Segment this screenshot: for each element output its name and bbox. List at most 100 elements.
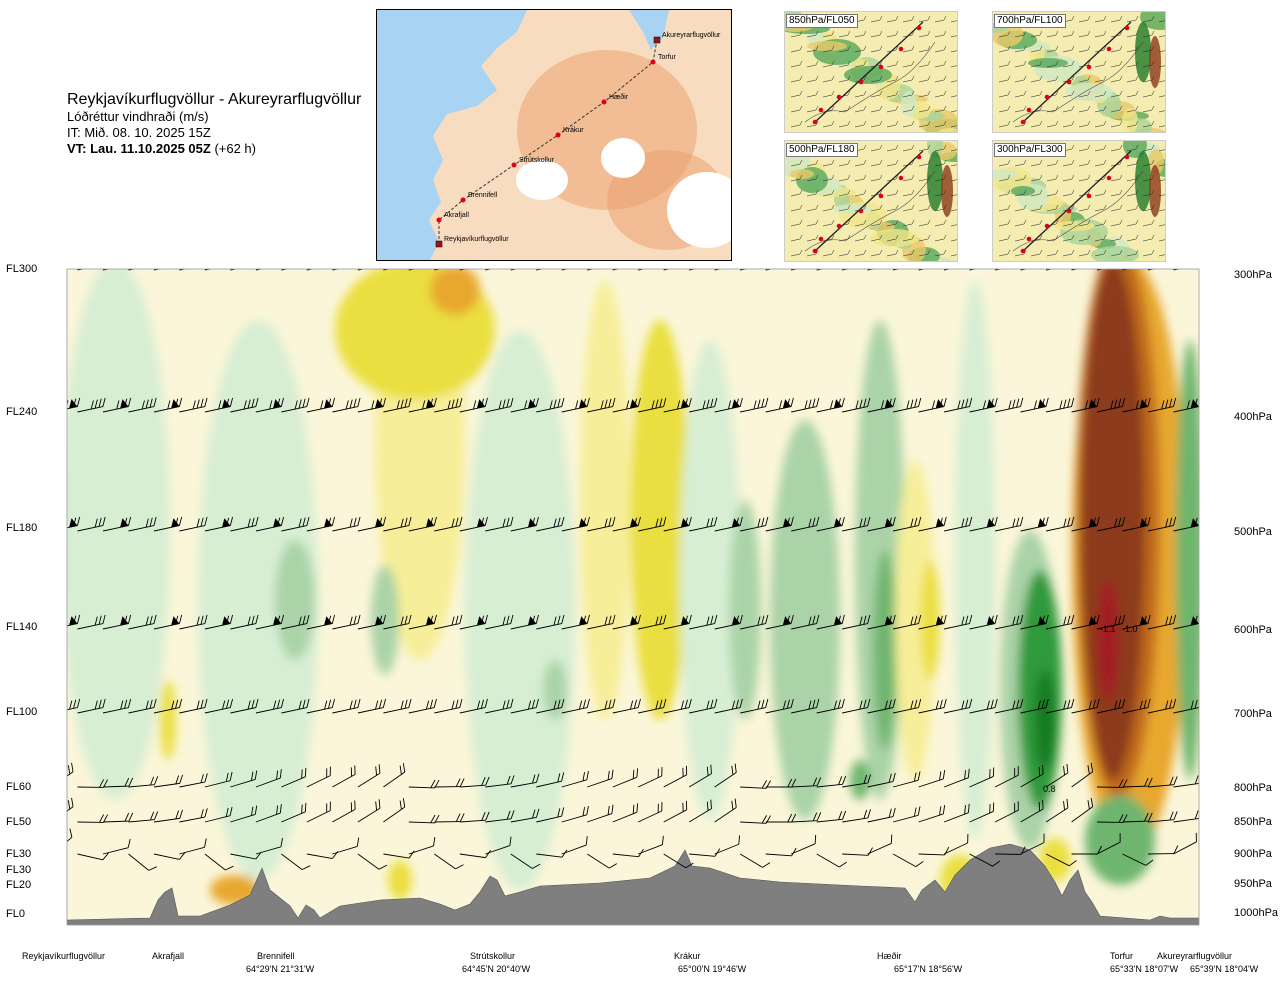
wind-barb	[867, 397, 896, 413]
wind-barb	[612, 768, 639, 788]
wind-barb	[638, 397, 667, 413]
velocity-band	[543, 660, 567, 720]
wind-barb	[1198, 269, 1199, 271]
wind-barb	[204, 853, 234, 871]
wind-barb	[1096, 397, 1126, 413]
wind-barb	[765, 269, 792, 271]
wind-barb	[153, 852, 186, 860]
route-marker-label: Akureyrarflugvöllur	[662, 32, 721, 39]
wind-barb	[867, 807, 896, 823]
flight-level-label: FL30	[6, 848, 32, 860]
wind-barb	[918, 516, 947, 532]
velocity-band	[1035, 670, 1055, 770]
wind-barb	[612, 698, 641, 714]
wind-barb	[77, 397, 106, 413]
wind-barb	[1045, 798, 1069, 823]
level-map-850[interactable]: 850hPa/FL050	[784, 11, 958, 133]
wind-barb	[816, 614, 845, 630]
wind-barb	[128, 776, 159, 788]
wind-barb	[459, 516, 488, 532]
wind-barb	[357, 397, 387, 413]
contour-annotations: -1.1 -1.0 0.8	[1043, 624, 1138, 794]
wind-barb	[357, 516, 387, 532]
wind-barb	[1096, 269, 1123, 271]
wind-barb	[153, 698, 183, 714]
wind-barb	[638, 802, 663, 823]
velocity-band	[580, 280, 630, 720]
wind-barb	[1071, 397, 1100, 413]
flight-level-label: FL60	[6, 781, 32, 793]
wind-barb	[408, 269, 435, 271]
wind-barb	[1198, 525, 1199, 532]
wind-barb	[969, 802, 995, 823]
wind-barb	[179, 516, 208, 532]
level-map-700[interactable]: 700hPa/FL100	[992, 11, 1166, 133]
wind-barb	[332, 837, 360, 855]
pressure-level-label: 300hPa	[1234, 269, 1272, 281]
location-coord: 64°29'N 21°31'W	[246, 964, 315, 974]
wind-barb	[434, 269, 460, 271]
wind-barb	[1096, 814, 1128, 823]
wind-barb	[459, 776, 490, 788]
wind-barb	[485, 516, 514, 532]
wind-barb	[688, 764, 712, 788]
wind-barb	[204, 698, 234, 714]
wind-barb	[128, 698, 157, 714]
wind-barb	[816, 810, 847, 823]
valid-time: VT: Lau. 11.10.2025 05Z (+62 h)	[67, 141, 387, 157]
location-name: Torfur	[1110, 951, 1134, 961]
wind-barb	[765, 698, 794, 714]
wind-barb	[791, 812, 822, 823]
flight-level-label: FL30	[6, 864, 32, 876]
pressure-level-label: 900hPa	[1234, 848, 1272, 860]
level-map-canvas	[993, 141, 1165, 261]
wind-barb	[230, 614, 259, 630]
wind-barb	[408, 516, 437, 532]
wind-barb	[1096, 833, 1121, 855]
wind-barb	[204, 771, 233, 788]
wind-barb	[179, 397, 208, 413]
level-map-300[interactable]: 300hPa/FL300	[992, 140, 1166, 262]
wind-barb	[1173, 832, 1197, 855]
wind-barb	[638, 835, 664, 855]
wind-barb	[1173, 269, 1199, 271]
wind-barb	[740, 269, 766, 271]
wind-barb	[1020, 516, 1049, 532]
wind-barb	[67, 762, 74, 788]
wind-barb	[587, 397, 616, 413]
velocity-band	[371, 565, 399, 675]
wind-barb	[944, 397, 973, 413]
wind-barb	[1020, 833, 1045, 855]
wind-barb	[1020, 800, 1044, 823]
pressure-level-label: 950hPa	[1234, 878, 1272, 890]
velocity-band	[955, 280, 995, 840]
wind-barb	[383, 397, 412, 413]
route-title: Reykjavíkurflugvöllur - Akureyrarflugvöl…	[67, 91, 362, 108]
wind-barb	[842, 809, 872, 823]
velocity-band	[729, 500, 761, 720]
wind-barb	[995, 269, 1021, 271]
wind-barb	[969, 269, 996, 271]
wind-barb	[765, 778, 797, 788]
velocity-band	[1081, 269, 1145, 780]
wind-barb	[1071, 698, 1100, 714]
wind-barb	[663, 698, 692, 714]
level-map-500[interactable]: 500hPa/FL180	[784, 140, 958, 262]
wind-barb	[663, 516, 692, 532]
wind-barb	[892, 771, 921, 788]
valid-time-offset: (+62 h)	[214, 141, 256, 156]
wind-barb	[1046, 397, 1075, 413]
plot-frame	[66, 268, 1200, 926]
wind-barb	[969, 397, 998, 413]
wind-barb	[408, 837, 436, 855]
wind-barb	[561, 516, 590, 532]
wind-barb	[1147, 397, 1177, 413]
wind-barb	[587, 269, 613, 271]
wind-barb	[408, 397, 437, 413]
wind-barb	[332, 269, 358, 271]
wind-barb	[867, 269, 894, 271]
wind-barb	[1198, 406, 1199, 413]
wind-barb	[944, 269, 970, 271]
wind-barb	[1046, 614, 1075, 630]
wind-barb	[281, 269, 307, 271]
